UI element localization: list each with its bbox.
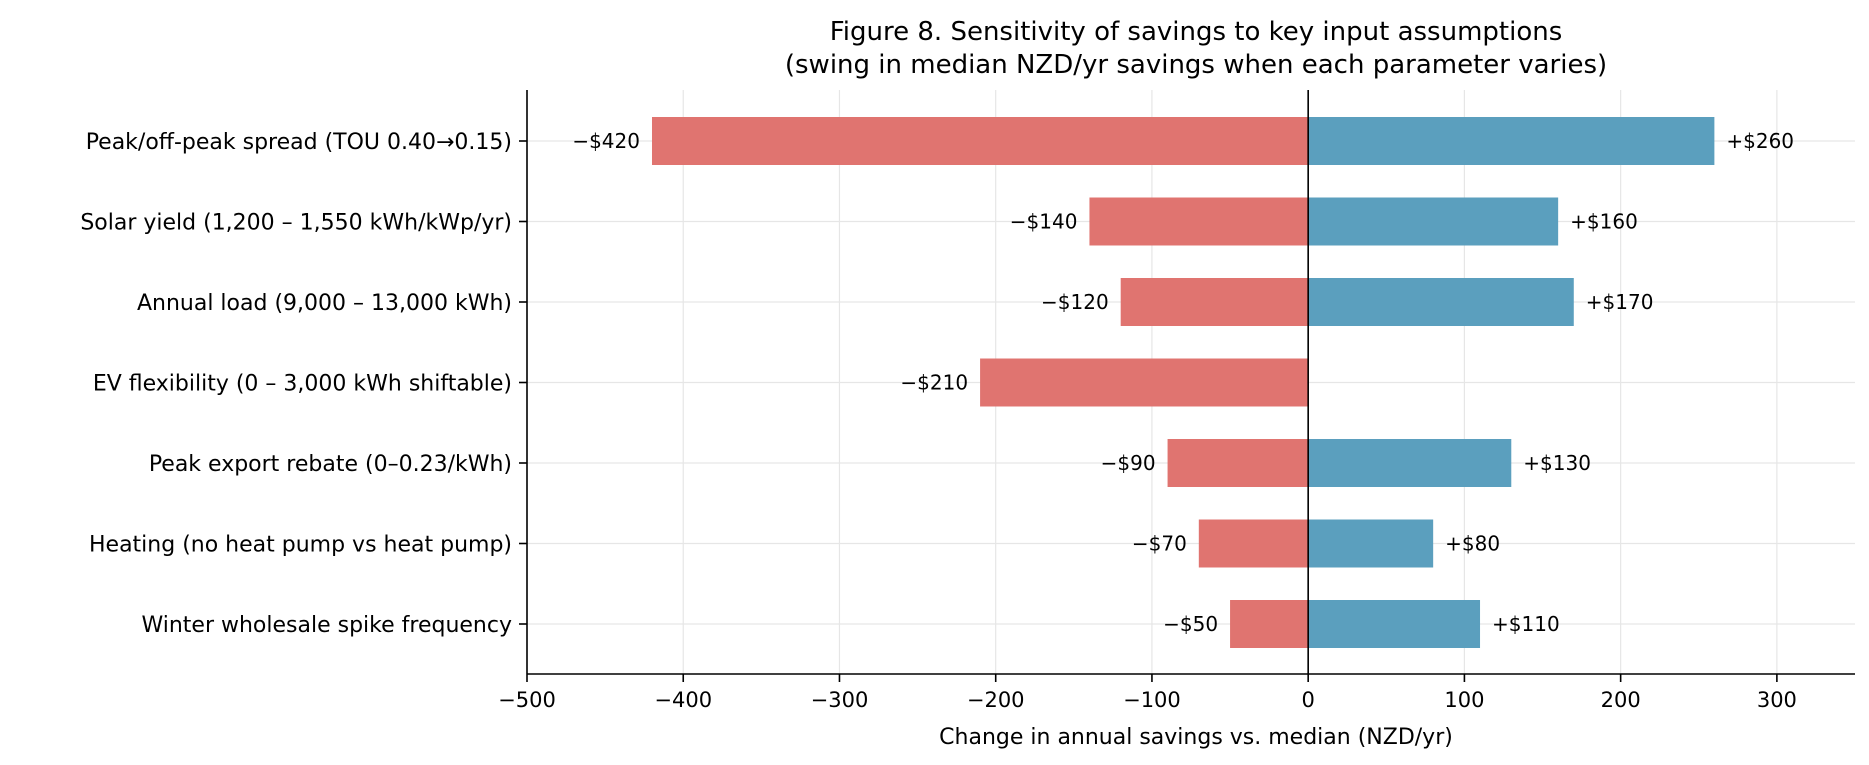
x-tick-label: −200: [967, 688, 1025, 712]
bar-negative: [1120, 278, 1309, 326]
bar-positive: [1308, 600, 1481, 648]
bar-negative: [1198, 519, 1309, 568]
category-label: Heating (no heat pump vs heat pump): [89, 533, 512, 558]
data-label: −$140: [1010, 210, 1078, 234]
x-tick-label: −400: [654, 688, 712, 712]
bar-negative: [980, 358, 1309, 407]
chart-title: Figure 8. Sensitivity of savings to key …: [830, 17, 1563, 47]
bar-positive: [1308, 278, 1574, 326]
x-tick-label: 0: [1301, 688, 1314, 712]
x-tick-label: −100: [1123, 688, 1181, 712]
x-tick-label: 100: [1444, 688, 1484, 712]
category-label: Winter wholesale spike frequency: [141, 613, 512, 638]
category-label: Annual load (9,000 – 13,000 kWh): [137, 291, 512, 316]
category-label: Peak/off-peak spread (TOU 0.40→0.15): [86, 130, 512, 155]
data-label: +$260: [1726, 129, 1794, 153]
category-label: Peak export rebate (0–0.23/kWh): [149, 452, 512, 477]
bars-layer: [651, 117, 1715, 648]
data-label: −$120: [1041, 290, 1109, 314]
data-label: −$50: [1163, 612, 1218, 636]
x-tick-label: −500: [498, 688, 556, 712]
data-label: +$110: [1492, 612, 1560, 636]
bar-positive: [1308, 439, 1512, 487]
bar-positive: [1308, 519, 1434, 568]
data-label: +$80: [1445, 532, 1500, 556]
bar-negative: [651, 117, 1309, 165]
x-tick-label: −300: [811, 688, 869, 712]
data-label: −$70: [1132, 532, 1187, 556]
data-label: −$90: [1101, 451, 1156, 475]
category-label: EV flexibility (0 – 3,000 kWh shiftable): [93, 372, 512, 397]
x-tick-label: 200: [1601, 688, 1641, 712]
category-label: Solar yield (1,200 – 1,550 kWh/kWp/yr): [80, 211, 512, 236]
x-axis-title: Change in annual savings vs. median (NZD…: [939, 725, 1453, 750]
data-label: +$160: [1570, 210, 1638, 234]
bar-negative: [1167, 439, 1309, 487]
data-label: −$210: [900, 371, 968, 395]
labels-layer: −$420 −$140 −$120 −$210 −$90 −$70 −$50 +$260 +$1…: [572, 129, 1794, 636]
bar-negative: [1089, 197, 1309, 246]
bar-positive: [1308, 197, 1559, 246]
chart-subtitle: (swing in median NZD/yr savings when eac…: [785, 50, 1607, 80]
data-label: +$130: [1523, 451, 1591, 475]
bar-negative: [1230, 600, 1309, 648]
bar-positive: [1308, 117, 1715, 165]
axis-layer: −500 −400 −300 −200 −100 0 100 200 300 Peak/off-p…: [80, 90, 1855, 712]
data-label: −$420: [572, 129, 640, 153]
data-label: +$170: [1586, 290, 1654, 314]
x-tick-label: 300: [1757, 688, 1797, 712]
